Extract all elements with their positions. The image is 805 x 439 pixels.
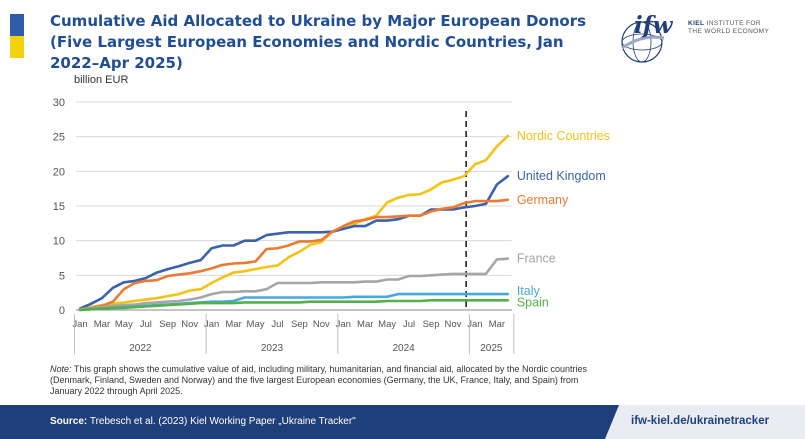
chart-title: Cumulative Aid Allocated to Ukraine by M… [50, 12, 587, 72]
logo-line-1b: INSTITUTE FOR [706, 20, 761, 27]
x-tick-label: Nov [313, 319, 330, 330]
ifw-logo: ifw KIEL INSTITUTE FOR THE WORLD ECONOMY [618, 8, 798, 68]
x-tick-label: Nov [445, 319, 462, 330]
logo-text: KIEL INSTITUTE FOR THE WORLD ECONOMY [688, 20, 788, 36]
y-tick-label: 10 [53, 236, 65, 248]
x-tick-label: Mar [225, 319, 241, 330]
logo-line-1: KIEL [688, 20, 705, 27]
series-end-label: United Kingdom [517, 169, 606, 183]
x-tick-label: May [247, 319, 265, 330]
footer-bar: Source: Trebesch et al. (2023) Kiel Work… [0, 405, 805, 439]
x-tick-label: Sep [291, 319, 308, 330]
x-tick-label: Jan [204, 319, 219, 330]
y-tick-label: 20 [53, 166, 65, 178]
x-tick-label: Jan [336, 319, 351, 330]
note-label: Note: [50, 364, 72, 374]
year-label: 2022 [129, 343, 152, 354]
series-end-label: Italy [517, 284, 541, 298]
series-end-label: Germany [517, 193, 569, 207]
x-tick-label: Nov [181, 319, 198, 330]
year-label: 2024 [392, 343, 415, 354]
series-line [78, 257, 510, 311]
x-tick-label: Sep [423, 319, 440, 330]
y-tick-label: 5 [59, 270, 65, 282]
x-tick-label: Jan [467, 319, 482, 330]
y-tick-label: 15 [53, 201, 65, 213]
x-tick-label: May [115, 319, 133, 330]
series-line [78, 134, 510, 311]
source-text: Trebesch et al. (2023) Kiel Working Pape… [89, 416, 356, 427]
year-label: 2023 [261, 343, 284, 354]
y-axis-label: billion EUR [74, 74, 128, 86]
x-tick-label: Jul [271, 319, 283, 330]
series-line [78, 198, 510, 311]
series-line [78, 299, 510, 312]
globe-icon [621, 21, 665, 63]
chart-note: Note: This graph shows the cumulative va… [50, 364, 610, 397]
y-tick-label: 30 [53, 97, 65, 109]
x-tick-label: Mar [489, 319, 505, 330]
series-end-label: Nordic Countries [517, 129, 610, 143]
x-tick-label: Jul [403, 319, 415, 330]
x-tick-label: Jan [72, 319, 87, 330]
series-end-label: Spain [517, 295, 549, 309]
series-end-label: France [517, 252, 556, 266]
y-tick-label: 25 [53, 132, 65, 144]
footer-source: Source: Trebesch et al. (2023) Kiel Work… [50, 416, 356, 427]
x-tick-label: May [378, 319, 396, 330]
year-label: 2025 [480, 343, 503, 354]
x-tick-label: Mar [357, 319, 373, 330]
y-tick-label: 0 [59, 305, 65, 317]
x-tick-label: Sep [159, 319, 176, 330]
note-text: This graph shows the cumulative value of… [50, 364, 587, 396]
ukraine-flag [10, 14, 24, 58]
x-tick-label: Mar [94, 319, 110, 330]
logo-mark: ifw [634, 12, 673, 39]
logo-line-2: THE WORLD ECONOMY [688, 28, 770, 35]
source-label: Source: [50, 416, 88, 427]
x-tick-label: Jul [140, 319, 152, 330]
footer-url-link[interactable]: ifw-kiel.de/ukrainetracker [605, 405, 805, 439]
